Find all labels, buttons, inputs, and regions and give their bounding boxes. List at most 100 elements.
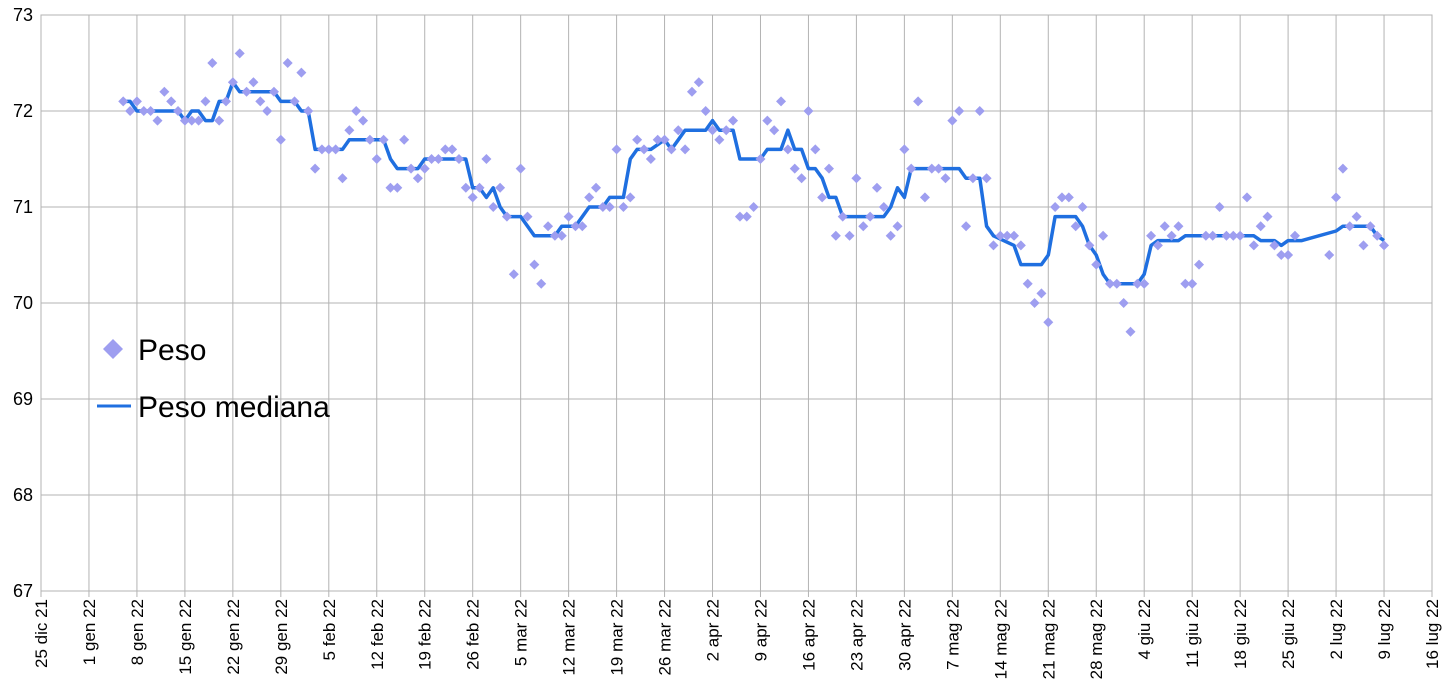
peso-point [447, 144, 458, 155]
x-tick-label: 15 gen 22 [176, 599, 195, 675]
x-tick-label: 12 feb 22 [368, 599, 387, 670]
peso-point [865, 211, 876, 222]
peso-point [1379, 240, 1390, 251]
peso-point [234, 48, 245, 59]
peso-point [597, 202, 608, 212]
peso-point [1077, 202, 1088, 212]
peso-point [419, 163, 430, 174]
y-tick-label: 72 [13, 101, 33, 121]
peso-point [1344, 221, 1355, 232]
peso-point [1139, 278, 1150, 289]
peso-point [645, 154, 656, 164]
peso-point [385, 182, 396, 193]
peso-point [282, 58, 293, 68]
peso-point [268, 86, 279, 97]
peso-point [426, 154, 437, 164]
peso-point [467, 192, 478, 203]
peso-point [947, 115, 958, 126]
peso-point [1104, 278, 1115, 289]
x-tick-label: 21 mag 22 [1039, 599, 1058, 679]
x-tick-label: 11 giu 22 [1183, 599, 1202, 668]
y-tick-label: 70 [13, 293, 33, 313]
peso-point [501, 211, 512, 222]
peso-point [577, 221, 588, 232]
peso-point [1029, 298, 1040, 308]
peso-point [508, 269, 519, 280]
peso-mediana-line [123, 80, 1386, 286]
peso-point [769, 125, 780, 136]
x-tick-label: 5 feb 22 [320, 599, 339, 660]
x-tick-label: 28 mag 22 [1087, 599, 1106, 679]
x-tick-label: 16 apr 22 [799, 599, 818, 671]
peso-point [1283, 250, 1294, 260]
peso-point [289, 96, 300, 107]
peso-point [364, 134, 375, 145]
peso-point [1125, 326, 1136, 337]
peso-point [481, 154, 492, 164]
y-tick-label: 68 [13, 485, 33, 505]
peso-point [871, 182, 882, 193]
peso-series [118, 48, 1390, 337]
peso-point [734, 211, 745, 222]
legend-item-peso-mediana: Peso mediana [97, 391, 330, 424]
peso-point [1365, 221, 1376, 232]
peso-point [1269, 240, 1280, 251]
peso-point [200, 96, 211, 107]
x-tick-label: 26 feb 22 [464, 599, 483, 670]
peso-point [138, 106, 149, 116]
peso-point [186, 115, 197, 126]
peso-point [1036, 288, 1047, 299]
peso-point [207, 58, 218, 68]
peso-point [1289, 230, 1300, 241]
peso-point [1248, 240, 1259, 251]
peso-point [1276, 250, 1287, 260]
peso-point [179, 115, 190, 126]
peso-point [1200, 230, 1211, 241]
peso-point [666, 144, 677, 155]
peso-point [1015, 240, 1026, 251]
peso-point [1173, 221, 1184, 232]
x-tick-label: 2 lug 22 [1327, 599, 1346, 660]
x-tick-label: 25 dic 21 [32, 599, 51, 668]
peso-point [275, 134, 286, 145]
peso-point [878, 202, 889, 212]
legend-label-peso: Peso [138, 334, 206, 367]
legend-diamond-marker [103, 339, 123, 359]
peso-point [529, 259, 540, 270]
x-tick-label: 12 mar 22 [560, 599, 579, 676]
peso-point [858, 221, 869, 232]
peso-point [378, 134, 389, 145]
x-tick-label: 23 apr 22 [847, 599, 866, 671]
peso-point [1146, 230, 1157, 241]
x-tick-label: 22 gen 22 [224, 599, 243, 675]
peso-point [899, 144, 910, 155]
x-tick-label: 14 mag 22 [991, 599, 1010, 679]
peso-point [1241, 192, 1252, 203]
peso-point [741, 211, 752, 222]
peso-point [803, 106, 814, 116]
peso-point [173, 106, 184, 116]
peso-point [310, 163, 321, 174]
peso-point [789, 163, 800, 174]
peso-point [707, 125, 718, 136]
peso-point [303, 106, 314, 116]
peso-point [495, 182, 506, 193]
peso-point [337, 173, 348, 184]
peso-point [214, 115, 225, 126]
peso-point [145, 106, 156, 116]
peso-point [152, 115, 163, 126]
peso-point [961, 221, 972, 232]
peso-point [638, 144, 649, 155]
peso-point [323, 144, 334, 155]
peso-point [892, 221, 903, 232]
peso-point [940, 173, 951, 184]
peso-point [591, 182, 602, 193]
peso-point [584, 192, 595, 203]
x-tick-label: 25 giu 22 [1279, 599, 1298, 669]
peso-point [680, 144, 691, 155]
peso-point [440, 144, 451, 155]
peso-point [488, 202, 499, 212]
peso-point [625, 192, 636, 203]
peso-point [851, 173, 862, 184]
